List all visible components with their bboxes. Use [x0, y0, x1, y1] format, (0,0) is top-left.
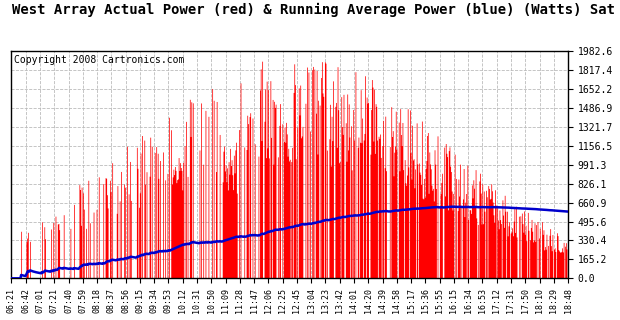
Text: Copyright 2008 Cartronics.com: Copyright 2008 Cartronics.com: [14, 55, 185, 65]
Text: West Array Actual Power (red) & Running Average Power (blue) (Watts) Sat Sep 6 1: West Array Actual Power (red) & Running …: [12, 3, 620, 17]
